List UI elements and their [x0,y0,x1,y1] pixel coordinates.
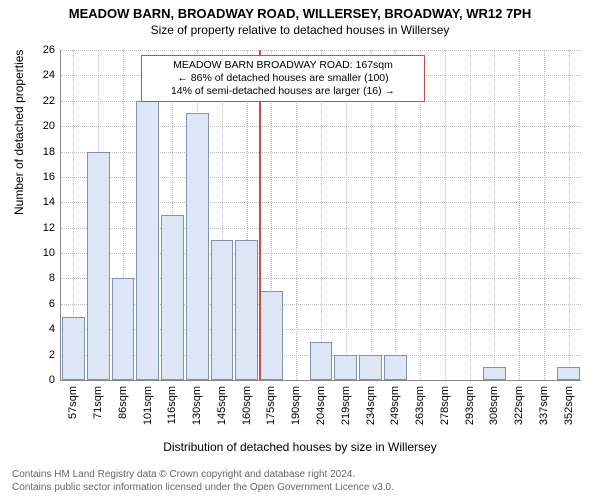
y-tick-label: 4 [25,323,55,335]
y-tick-label: 10 [25,247,55,259]
x-tick-label: 278sqm [439,386,451,425]
x-tick-label: 175sqm [265,386,277,425]
x-tick-label: 352sqm [563,386,575,425]
x-tick-label: 234sqm [365,386,377,425]
bar [359,355,382,380]
bar [557,367,580,380]
x-tick-label: 263sqm [414,386,426,425]
x-tick-label: 293sqm [464,386,476,425]
y-tick-label: 8 [25,272,55,284]
x-tick-label: 116sqm [166,386,178,424]
footer-line-2: Contains public sector information licen… [12,481,394,494]
x-tick-label: 308sqm [488,386,500,425]
info-box-line: 14% of semi-detached houses are larger (… [148,85,418,98]
x-tick-label: 249sqm [389,386,401,425]
y-tick-label: 14 [25,196,55,208]
gridline-v [544,50,545,380]
gridline-v [494,50,495,380]
bar [136,101,159,380]
x-tick-label: 160sqm [241,386,253,425]
bar [235,240,258,380]
x-axis-label: Distribution of detached houses by size … [0,440,600,454]
bar [112,278,135,380]
x-tick-label: 337sqm [538,386,550,425]
y-tick-label: 12 [25,222,55,234]
chart-area: 0246810121416182022242657sqm71sqm86sqm10… [60,50,580,380]
x-tick-label: 190sqm [290,386,302,425]
x-tick-label: 322sqm [513,386,525,425]
plot-region: 0246810121416182022242657sqm71sqm86sqm10… [60,50,581,381]
bar [483,367,506,380]
y-tick-label: 22 [25,95,55,107]
page-title: MEADOW BARN, BROADWAY ROAD, WILLERSEY, B… [0,0,600,21]
y-tick-label: 6 [25,298,55,310]
x-tick-label: 57sqm [67,386,79,419]
footer-attribution: Contains HM Land Registry data © Crown c… [12,468,394,494]
y-tick-label: 16 [25,171,55,183]
x-tick-label: 101sqm [142,386,154,425]
gridline-v [569,50,570,380]
y-tick-label: 20 [25,120,55,132]
x-tick-label: 219sqm [340,386,352,425]
x-tick-label: 130sqm [191,386,203,425]
bar [161,215,184,380]
page-subtitle: Size of property relative to detached ho… [0,23,600,37]
bar [211,240,234,380]
info-box-line: ← 86% of detached houses are smaller (10… [148,72,418,85]
info-box-line: MEADOW BARN BROADWAY ROAD: 167sqm [148,59,418,72]
y-tick-label: 2 [25,349,55,361]
x-tick-label: 204sqm [315,386,327,425]
bar [186,113,209,380]
bar [87,152,110,380]
y-tick-label: 24 [25,69,55,81]
info-box: MEADOW BARN BROADWAY ROAD: 167sqm← 86% o… [141,55,425,102]
gridline-v [470,50,471,380]
x-tick-label: 71sqm [92,386,104,419]
bar [310,342,333,380]
bar [260,291,283,380]
footer-line-1: Contains HM Land Registry data © Crown c… [12,468,394,481]
bar [384,355,407,380]
x-tick-label: 86sqm [117,386,129,419]
y-tick-label: 26 [25,44,55,56]
gridline-v [445,50,446,380]
gridline-v [519,50,520,380]
x-tick-label: 145sqm [216,386,228,425]
y-tick-label: 0 [25,374,55,386]
bar [334,355,357,380]
y-axis-label: Number of detached properties [12,50,26,215]
y-tick-label: 18 [25,146,55,158]
bar [62,317,85,380]
